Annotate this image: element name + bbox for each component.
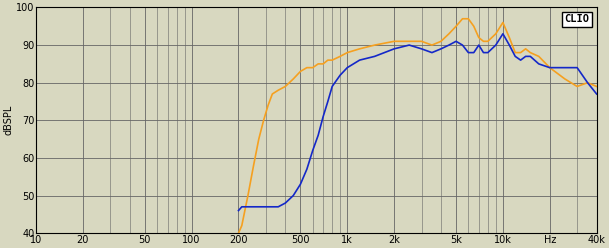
Text: CLIO: CLIO: [565, 14, 590, 24]
Y-axis label: dBSPL: dBSPL: [4, 105, 13, 135]
